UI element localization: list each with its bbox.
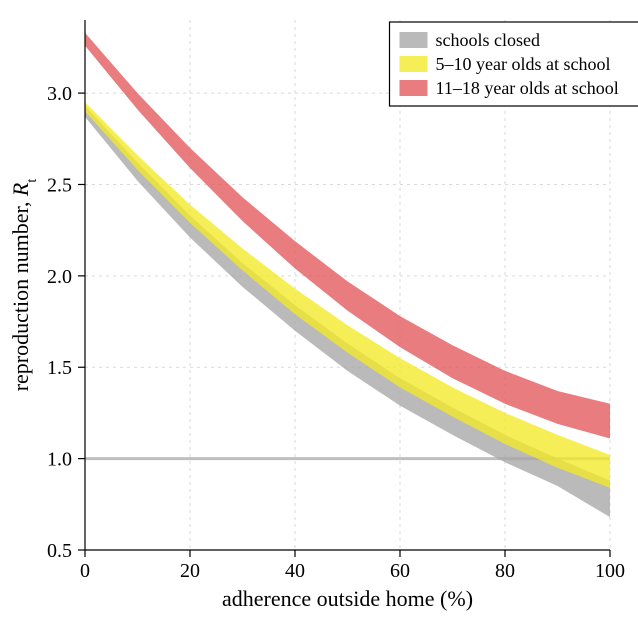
x-axis-title: adherence outside home (%) [222,586,473,611]
y-tick-label: 1.5 [47,357,72,379]
legend-label: 11–18 year olds at school [436,78,619,98]
legend-swatch [400,32,428,48]
reproduction-number-chart: 0 20 40 60 80 100 0.5 1.0 1.5 2.0 2.5 3.0 adherence … [0,0,638,631]
y-tick-label: 0.5 [47,540,72,562]
chart-container: 0 20 40 60 80 100 0.5 1.0 1.5 2.0 2.5 3.0 adherence … [0,0,638,631]
y-axis-title: reproduction number, Rt [8,179,40,392]
legend-label: schools closed [436,30,540,50]
legend-swatch [400,80,428,96]
legend: schools closed 5–10 year olds at school 11… [390,22,638,106]
x-tick-label: 100 [595,560,625,582]
x-tick-label: 0 [80,560,90,582]
x-tick-label: 20 [180,560,200,582]
y-tick-label: 2.5 [47,174,72,196]
y-tick-label: 1.0 [47,449,72,471]
legend-label: 5–10 year olds at school [436,54,611,74]
x-tick-label: 40 [285,560,305,582]
x-tick-label: 80 [495,560,515,582]
y-tick-label: 2.0 [47,266,72,288]
y-tick-label: 3.0 [47,83,72,105]
legend-swatch [400,56,428,72]
x-tick-label: 60 [390,560,410,582]
